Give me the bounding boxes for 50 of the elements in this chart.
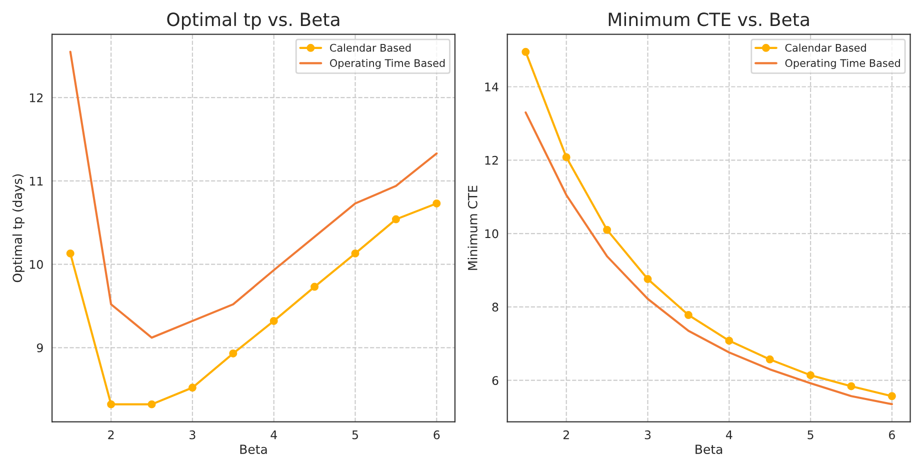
x-axis-title: Beta <box>240 444 267 454</box>
y-tick-label: 10 <box>30 260 43 269</box>
x-tick-label: 2 <box>108 430 114 440</box>
line-series <box>524 111 893 406</box>
point <box>888 392 896 400</box>
x-tick-label: 5 <box>808 430 814 440</box>
y-tick-label: 14 <box>485 82 498 92</box>
y-axis-title: Optimal tp (days) <box>12 174 25 282</box>
x-tick-label: 5 <box>352 430 358 440</box>
point <box>806 371 815 380</box>
y-tick-label: 12 <box>30 93 43 102</box>
y-tick-label: 9 <box>36 343 43 352</box>
y-tick-label: 12 <box>485 156 498 165</box>
point <box>270 316 278 325</box>
point <box>148 400 156 408</box>
legend-label: Calendar Based <box>785 44 866 52</box>
point <box>188 384 196 392</box>
point <box>522 48 530 56</box>
point <box>603 226 612 234</box>
x-tick-label: 4 <box>726 430 732 440</box>
x-tick-label: 6 <box>889 430 895 440</box>
x-tick-label: 4 <box>270 430 277 440</box>
point <box>684 311 692 320</box>
y-tick-label: 11 <box>30 176 43 186</box>
y-tick-label: 8 <box>492 302 498 312</box>
legend-label: Operating Time Based <box>330 58 445 70</box>
chart-title: Optimal tp vs. Beta <box>167 12 340 30</box>
point <box>66 249 74 258</box>
y-axis-title: Minimum CTE <box>468 186 478 270</box>
x-tick-label: 2 <box>563 430 569 440</box>
point <box>432 199 441 208</box>
legend-label: Calendar Based <box>330 44 411 52</box>
point <box>229 349 238 358</box>
point <box>310 282 319 291</box>
point <box>351 249 360 258</box>
point <box>644 275 652 284</box>
x-tick-label: 3 <box>644 430 651 440</box>
x-tick-label: 3 <box>190 430 196 440</box>
y-tick-label: 6 <box>492 376 498 385</box>
legend-label: Operating Time Based <box>785 58 900 70</box>
point <box>107 400 116 408</box>
point <box>847 382 856 390</box>
point <box>725 336 734 345</box>
point <box>766 355 774 364</box>
chart-title: Minimum CTE vs. Beta <box>608 12 809 26</box>
x-axis-title: Beta <box>696 444 722 454</box>
x-tick-label: 6 <box>434 430 440 440</box>
point <box>562 153 570 162</box>
y-tick-label: 10 <box>485 229 498 238</box>
point <box>392 215 400 224</box>
